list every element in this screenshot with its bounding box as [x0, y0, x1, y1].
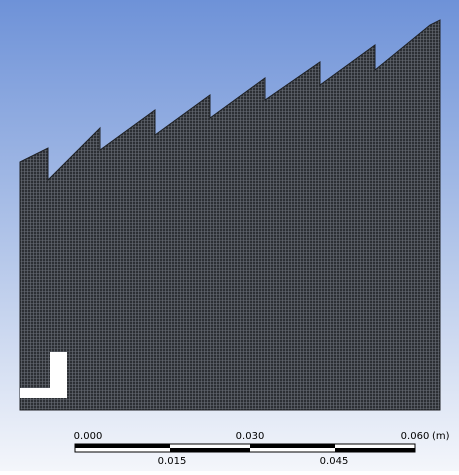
scale-segment	[75, 444, 170, 448]
scale-label: 0.060	[401, 431, 430, 442]
scale-segment	[170, 448, 250, 452]
scale-segment	[250, 444, 335, 448]
scale-label: 0.000	[74, 431, 103, 442]
scale-label: 0.015	[158, 456, 187, 467]
scale-label: 0.030	[236, 431, 265, 442]
viewport: 0.000 0.030 0.060 (m) 0.015 0.045	[0, 0, 459, 471]
scale-label: 0.045	[320, 456, 349, 467]
page: 0.000 0.030 0.060 (m) 0.015 0.045 (() =>…	[0, 0, 459, 471]
scale-unit: (m)	[432, 431, 450, 442]
scale-segment	[335, 448, 415, 452]
